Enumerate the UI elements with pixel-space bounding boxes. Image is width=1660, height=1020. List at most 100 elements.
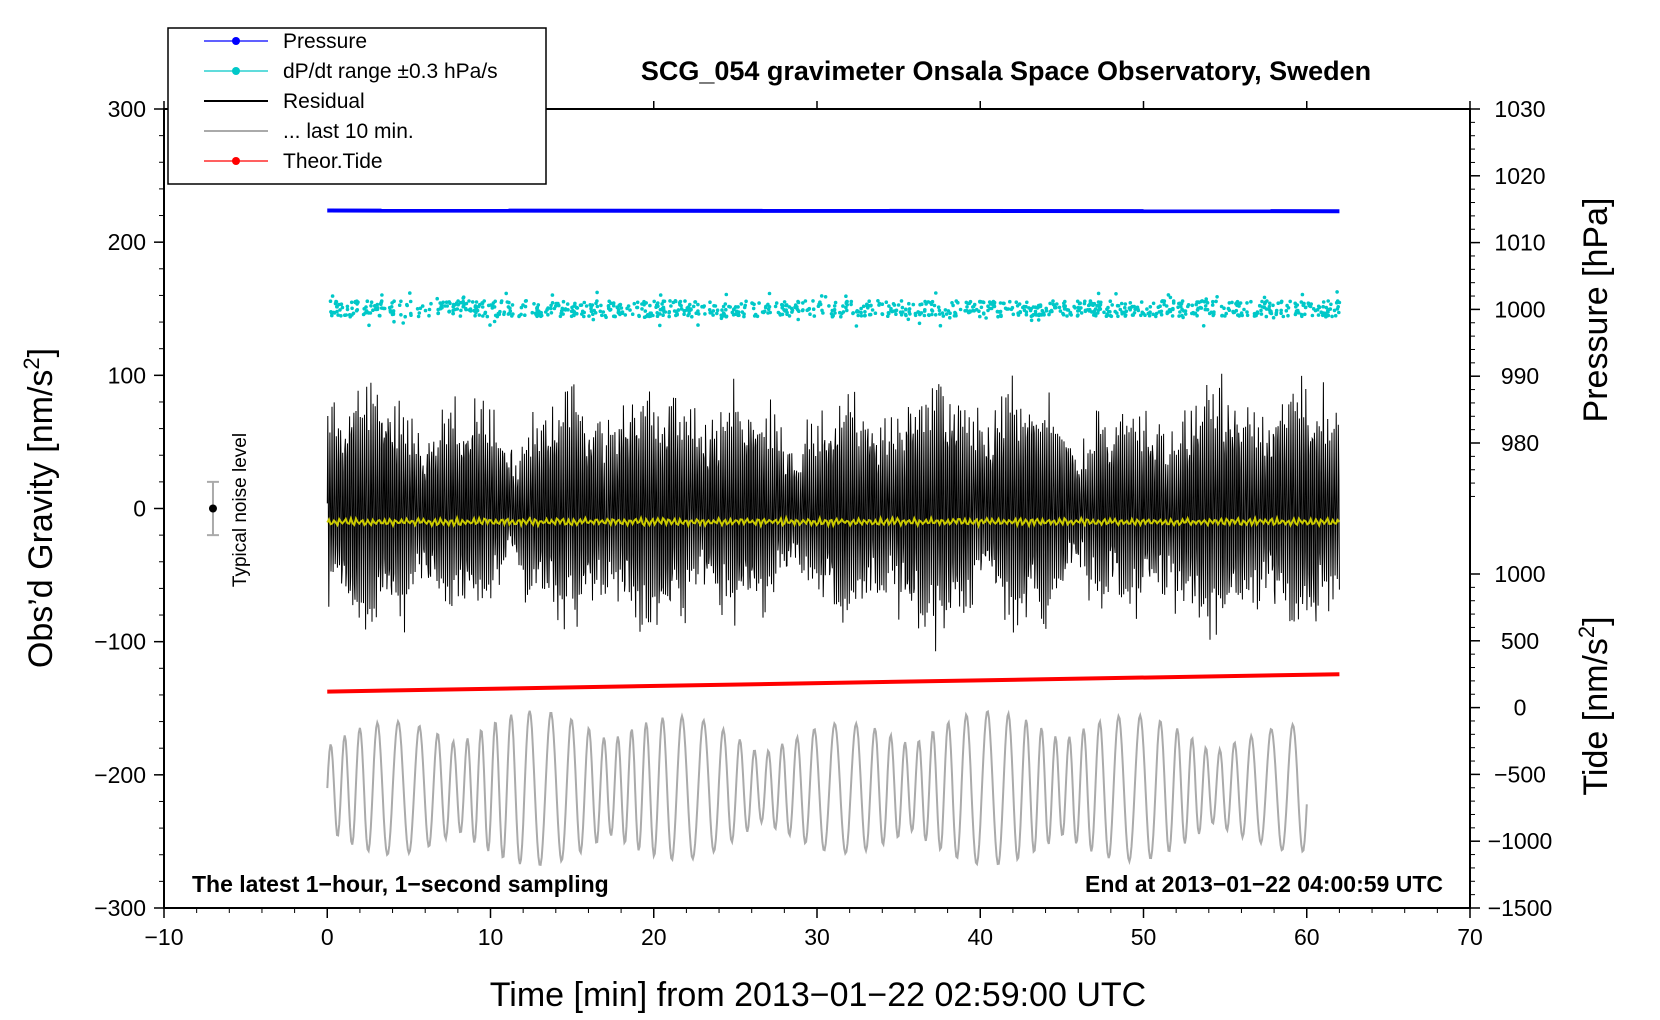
dpdt-point <box>965 305 969 309</box>
dpdt-point <box>642 299 646 304</box>
dpdt-point <box>1108 299 1113 304</box>
dpdt-point <box>544 310 548 314</box>
dpdt-point <box>616 308 621 312</box>
tide-tick-label: 0 <box>1514 695 1527 721</box>
dpdt-point <box>537 313 541 317</box>
dpdt-point <box>343 313 347 318</box>
legend-swatch-marker <box>232 37 240 45</box>
dpdt-point <box>876 299 880 303</box>
chart-title: SCG_054 gravimeter Onsala Space Observat… <box>641 56 1371 86</box>
pressure-tick-label: 990 <box>1501 363 1539 389</box>
dpdt-point <box>918 302 922 307</box>
dpdt-point <box>642 315 647 320</box>
dpdt-point <box>1204 297 1208 301</box>
dpdt-point <box>1258 304 1262 308</box>
dpdt-point <box>493 313 498 318</box>
dpdt-point <box>1052 303 1057 308</box>
dpdt-point <box>742 314 746 319</box>
dpdt-point <box>648 303 652 308</box>
dpdt-point <box>401 321 406 325</box>
dpdt-point <box>1326 299 1330 303</box>
legend-item: Theor.Tide <box>204 150 383 173</box>
dpdt-point <box>974 307 979 312</box>
dpdt-point <box>405 303 410 308</box>
y-tick-label: 300 <box>108 96 146 122</box>
dpdt-point <box>380 293 384 297</box>
dpdt-point <box>1128 301 1133 305</box>
dpdt-point <box>849 299 854 304</box>
dpdt-point <box>1227 308 1232 313</box>
dpdt-point <box>351 311 356 316</box>
dpdt-point <box>721 314 726 318</box>
dpdt-point <box>549 306 553 311</box>
dpdt-point <box>1337 310 1341 315</box>
dpdt-point <box>611 301 616 305</box>
dpdt-point <box>660 307 664 312</box>
dpdt-point <box>523 313 527 318</box>
dpdt-point <box>1162 302 1166 307</box>
dpdt-point <box>367 323 371 328</box>
dpdt-point <box>1092 313 1096 317</box>
pressure-axis-ticks: 980 990 1000 1010 1020 1030 <box>1470 96 1546 497</box>
dpdt-point <box>477 302 482 307</box>
dpdt-point <box>392 319 396 324</box>
dpdt-point <box>556 301 560 306</box>
dpdt-point <box>349 300 354 305</box>
noise-label: Typical noise level <box>230 433 251 587</box>
dpdt-point <box>1178 301 1182 306</box>
dpdt-point <box>667 310 671 315</box>
dpdt-point <box>374 307 378 312</box>
dpdt-point <box>1329 302 1333 307</box>
pressure-tick-label: 1030 <box>1494 96 1545 122</box>
dpdt-point <box>447 309 452 314</box>
dpdt-point <box>1159 309 1164 314</box>
dpdt-point <box>361 312 366 317</box>
dpdt-point <box>911 302 916 307</box>
dpdt-point <box>1279 308 1283 313</box>
dpdt-point <box>1116 304 1121 308</box>
dpdt-point <box>1335 299 1340 303</box>
dpdt-point <box>572 313 576 318</box>
dpdt-point <box>667 314 671 319</box>
dpdt-point <box>613 314 617 319</box>
dpdt-point <box>1063 299 1067 304</box>
dpdt-point <box>1030 313 1035 318</box>
dpdt-point <box>507 311 512 316</box>
dpdt-point <box>590 303 595 307</box>
dpdt-point <box>497 312 502 317</box>
dpdt-point <box>1028 308 1033 313</box>
dpdt-point <box>1096 308 1101 313</box>
dpdt-point <box>811 307 816 312</box>
dpdt-point <box>1326 310 1330 314</box>
dpdt-point <box>603 313 608 318</box>
dpdt-point <box>880 302 885 307</box>
last-10-min-line <box>326 709 1308 867</box>
dpdt-point <box>854 324 859 328</box>
dpdt-point <box>1088 299 1093 303</box>
y-tick-label: −200 <box>94 762 146 788</box>
dpdt-point <box>1299 312 1304 317</box>
dpdt-point <box>906 317 911 322</box>
dpdt-point <box>1033 305 1038 310</box>
dpdt-point <box>392 299 396 304</box>
dpdt-point <box>601 310 606 314</box>
dpdt-point <box>712 304 716 308</box>
dpdt-point <box>456 299 460 303</box>
dpdt-point <box>1190 303 1195 308</box>
dpdt-point <box>458 300 463 305</box>
dpdt-point <box>1276 301 1280 306</box>
dpdt-point <box>1066 308 1071 312</box>
dpdt-point <box>1036 318 1041 322</box>
dpdt-point <box>1087 309 1092 313</box>
dpdt-point <box>1078 301 1082 306</box>
dpdt-point <box>1301 303 1306 307</box>
dpdt-point <box>998 309 1003 314</box>
dpdt-point <box>693 300 697 304</box>
dpdt-point <box>485 314 490 319</box>
dpdt-point <box>1288 299 1292 304</box>
dpdt-point <box>862 313 867 318</box>
tide-axis-title-sup: 2 <box>1574 626 1599 638</box>
y-axis-title-left-close: ] <box>22 348 60 357</box>
dpdt-point <box>958 307 963 312</box>
dpdt-point <box>819 294 824 298</box>
